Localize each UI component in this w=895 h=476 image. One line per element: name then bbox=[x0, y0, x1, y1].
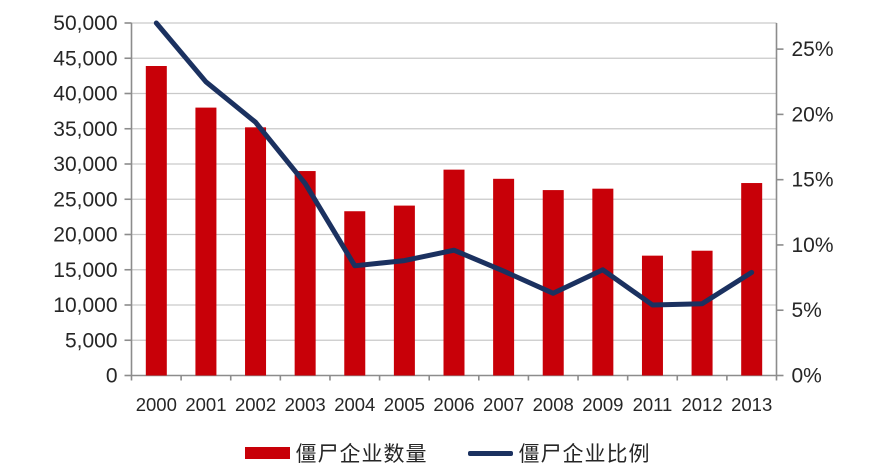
x-axis-label: 2006 bbox=[433, 394, 474, 415]
x-axis-label: 2007 bbox=[483, 394, 524, 415]
x-axis-label: 2001 bbox=[185, 394, 226, 415]
bar-2000 bbox=[145, 66, 167, 376]
line-series-swatch-icon bbox=[467, 450, 513, 456]
x-axis-label: 2002 bbox=[235, 394, 276, 415]
bar-2013 bbox=[741, 183, 763, 376]
legend-item-ratio: 僵尸企业比例 bbox=[467, 438, 651, 468]
y-axis-tick-label: 35,000 bbox=[53, 118, 117, 141]
x-axis-label: 2013 bbox=[731, 394, 772, 415]
x-axis-label: 2011 bbox=[633, 394, 673, 415]
x-axis-label: 2000 bbox=[136, 394, 177, 415]
bar-series-swatch-icon bbox=[244, 447, 290, 459]
y-axis-tick-label: 15,000 bbox=[53, 259, 117, 282]
bar-2012 bbox=[691, 250, 713, 376]
y-axis-tick-label: 5,000 bbox=[65, 329, 118, 352]
secondary-y-axis-tick-label: 25% bbox=[792, 38, 834, 61]
y-axis-tick-label: 10,000 bbox=[53, 294, 117, 317]
bar-2009 bbox=[592, 188, 614, 376]
x-axis-label: 2012 bbox=[681, 394, 722, 415]
legend-label-count: 僵尸企业数量 bbox=[295, 443, 428, 466]
bar-2006 bbox=[443, 169, 465, 376]
x-axis-label: 2004 bbox=[334, 394, 375, 415]
x-axis-label: 2003 bbox=[285, 394, 326, 415]
y-axis-tick-label: 30,000 bbox=[53, 153, 117, 176]
x-axis-label: 2009 bbox=[582, 394, 623, 415]
secondary-y-axis-tick-label: 10% bbox=[792, 234, 834, 257]
ratio-line bbox=[153, 20, 755, 308]
y-axis-tick-label: 20,000 bbox=[53, 224, 117, 247]
x-axis-label: 2008 bbox=[533, 394, 574, 415]
bar-2003 bbox=[294, 171, 316, 376]
bar-2008 bbox=[542, 190, 564, 376]
y-axis-tick-label: 40,000 bbox=[53, 83, 117, 106]
bar-2001 bbox=[195, 107, 217, 376]
bar-2011 bbox=[641, 255, 663, 376]
bar-2005 bbox=[393, 205, 415, 376]
y-axis-tick-label: 25,000 bbox=[53, 188, 117, 211]
bar-2002 bbox=[245, 127, 267, 376]
legend: 僵尸企业数量 僵尸企业比例 bbox=[0, 438, 895, 468]
x-axis-label: 2005 bbox=[384, 394, 425, 415]
y-axis-tick-label: 45,000 bbox=[53, 47, 117, 70]
secondary-y-axis-tick-label: 20% bbox=[792, 103, 834, 126]
bar-2007 bbox=[493, 178, 515, 376]
legend-label-ratio: 僵尸企业比例 bbox=[518, 443, 651, 466]
bar-2004 bbox=[344, 211, 366, 376]
secondary-y-axis-tick-label: 0% bbox=[792, 365, 822, 388]
secondary-y-axis-tick-label: 15% bbox=[792, 169, 834, 192]
legend-item-count: 僵尸企业数量 bbox=[244, 438, 428, 468]
y-axis-tick-label: 0 bbox=[106, 365, 118, 388]
secondary-y-axis-tick-label: 5% bbox=[792, 299, 822, 322]
y-axis-tick-label: 50,000 bbox=[53, 12, 117, 35]
